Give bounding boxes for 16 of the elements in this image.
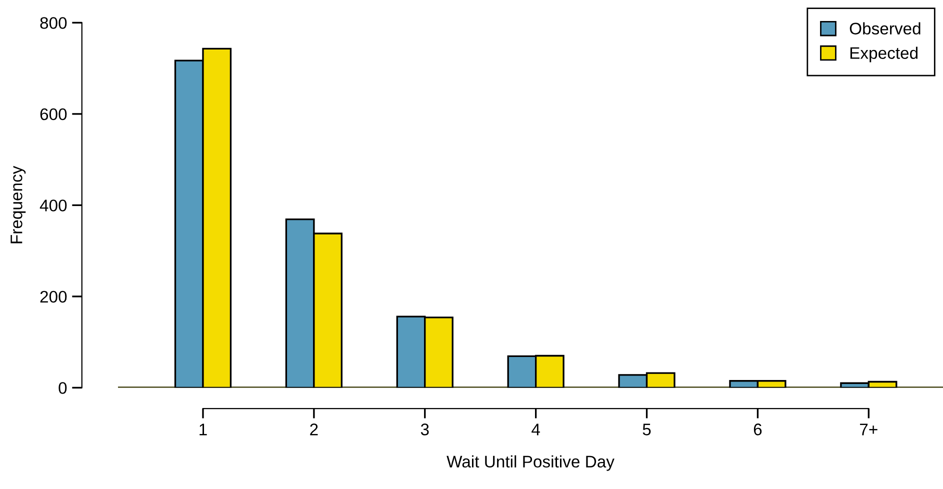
y-axis-title: Frequency [10,166,26,244]
y-tick-label: 800 [40,17,67,29]
x-tick-label: 3 [420,424,429,436]
legend-label: Expected [850,46,918,62]
x-tick-label: 7+ [860,424,878,436]
y-tick-label: 400 [40,200,67,212]
y-tick-label: 600 [40,108,67,120]
y-tick-label: 200 [40,290,67,303]
x-tick-label: 5 [642,424,651,436]
x-tick-label: 1 [200,424,207,436]
y-tick-label: 0 [58,382,67,394]
x-tick-label: 2 [310,424,318,436]
x-tick-label: 6 [754,424,762,436]
legend-label: Observed [850,22,920,34]
x-axis-title: Wait Until Positive Day [446,455,614,471]
x-tick-label: 4 [532,424,540,436]
